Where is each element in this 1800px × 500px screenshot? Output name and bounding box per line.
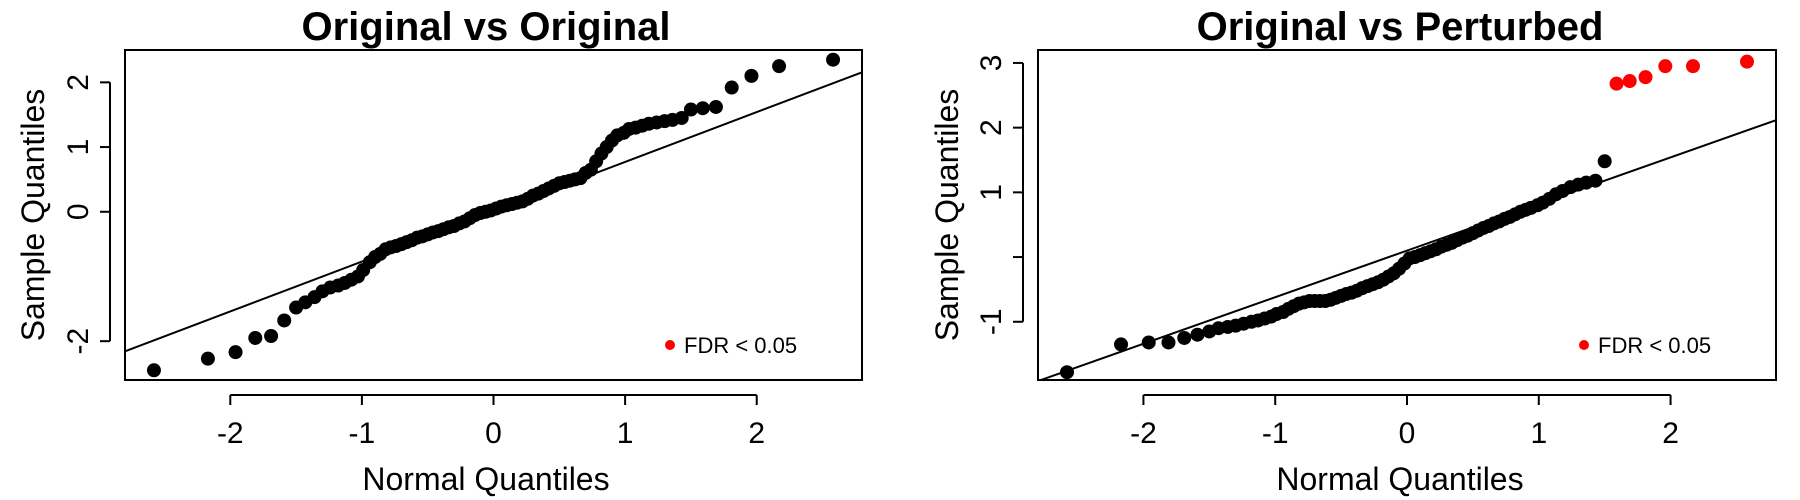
panel-1-ylabel: Sample Quantiles (15, 89, 51, 342)
panel-2-ylabel: Sample Quantiles (929, 89, 965, 342)
data-point (264, 329, 279, 343)
data-point (228, 345, 243, 360)
panel-1-legend: FDR < 0.05 (665, 333, 797, 358)
x-tick-label: 1 (617, 417, 634, 450)
data-point (695, 101, 710, 116)
plot-frame (124, 49, 863, 381)
data-point (683, 102, 698, 117)
x-tick-label: -1 (349, 417, 376, 450)
x-tick-label: 0 (485, 417, 502, 450)
data-point (744, 68, 759, 83)
y-tick-label: 2 (62, 74, 95, 91)
panel-1-title: Original vs Original (302, 5, 671, 49)
y-tick-label: -2 (62, 328, 95, 355)
significant-point (1622, 74, 1637, 89)
significant-point (1658, 59, 1673, 74)
y-tick-label: 2 (975, 119, 1008, 136)
significant-point (1609, 76, 1624, 91)
plot-frame (1037, 49, 1777, 381)
panel-2-legend: FDR < 0.05 (1579, 333, 1711, 358)
data-point (1190, 327, 1205, 342)
x-tick-label: -2 (1130, 417, 1157, 450)
data-point (200, 351, 215, 366)
y-tick-label: -1 (975, 308, 1008, 335)
y-tick-label: 0 (62, 203, 95, 220)
x-tick-label: -1 (1262, 417, 1289, 450)
x-tick-label: 2 (1662, 417, 1679, 450)
data-point (1141, 335, 1156, 350)
data-point (674, 110, 689, 125)
legend-fdr-label: FDR < 0.05 (684, 333, 797, 358)
legend-fdr-marker (1579, 340, 1589, 350)
data-point (1597, 154, 1612, 169)
data-point (1588, 173, 1603, 188)
reference-line (1038, 119, 1776, 380)
significant-point (1685, 59, 1700, 74)
panel-1-xlabel: Normal Quantiles (362, 461, 609, 497)
data-point (248, 330, 263, 345)
panel-original-vs-perturbed: Original vs Perturbed Normal Quantiles S… (929, 5, 1777, 497)
legend-fdr-label: FDR < 0.05 (1598, 333, 1711, 358)
panel-original-vs-original: Original vs Original Normal Quantiles Sa… (15, 5, 863, 497)
significant-point (1638, 70, 1653, 85)
data-point (708, 99, 723, 114)
data-point (146, 363, 161, 378)
y-tick-label: 3 (975, 55, 1008, 72)
panel-2-title: Original vs Perturbed (1197, 5, 1604, 49)
legend-fdr-marker (665, 340, 675, 350)
x-tick-label: -2 (217, 417, 244, 450)
data-point (1059, 365, 1074, 380)
data-point (1177, 330, 1192, 345)
panel-2-xlabel: Normal Quantiles (1276, 461, 1523, 497)
x-tick-label: 0 (1399, 417, 1416, 450)
data-point (826, 52, 841, 67)
x-tick-label: 2 (748, 417, 765, 450)
data-point (277, 313, 292, 328)
data-point (772, 59, 787, 74)
x-tick-label: 1 (1530, 417, 1547, 450)
significant-point (1740, 54, 1755, 69)
data-point (724, 80, 739, 95)
data-point (1114, 337, 1129, 352)
y-tick-label: 1 (975, 184, 1008, 201)
data-point (1161, 335, 1176, 350)
y-tick-label: 1 (62, 139, 95, 156)
